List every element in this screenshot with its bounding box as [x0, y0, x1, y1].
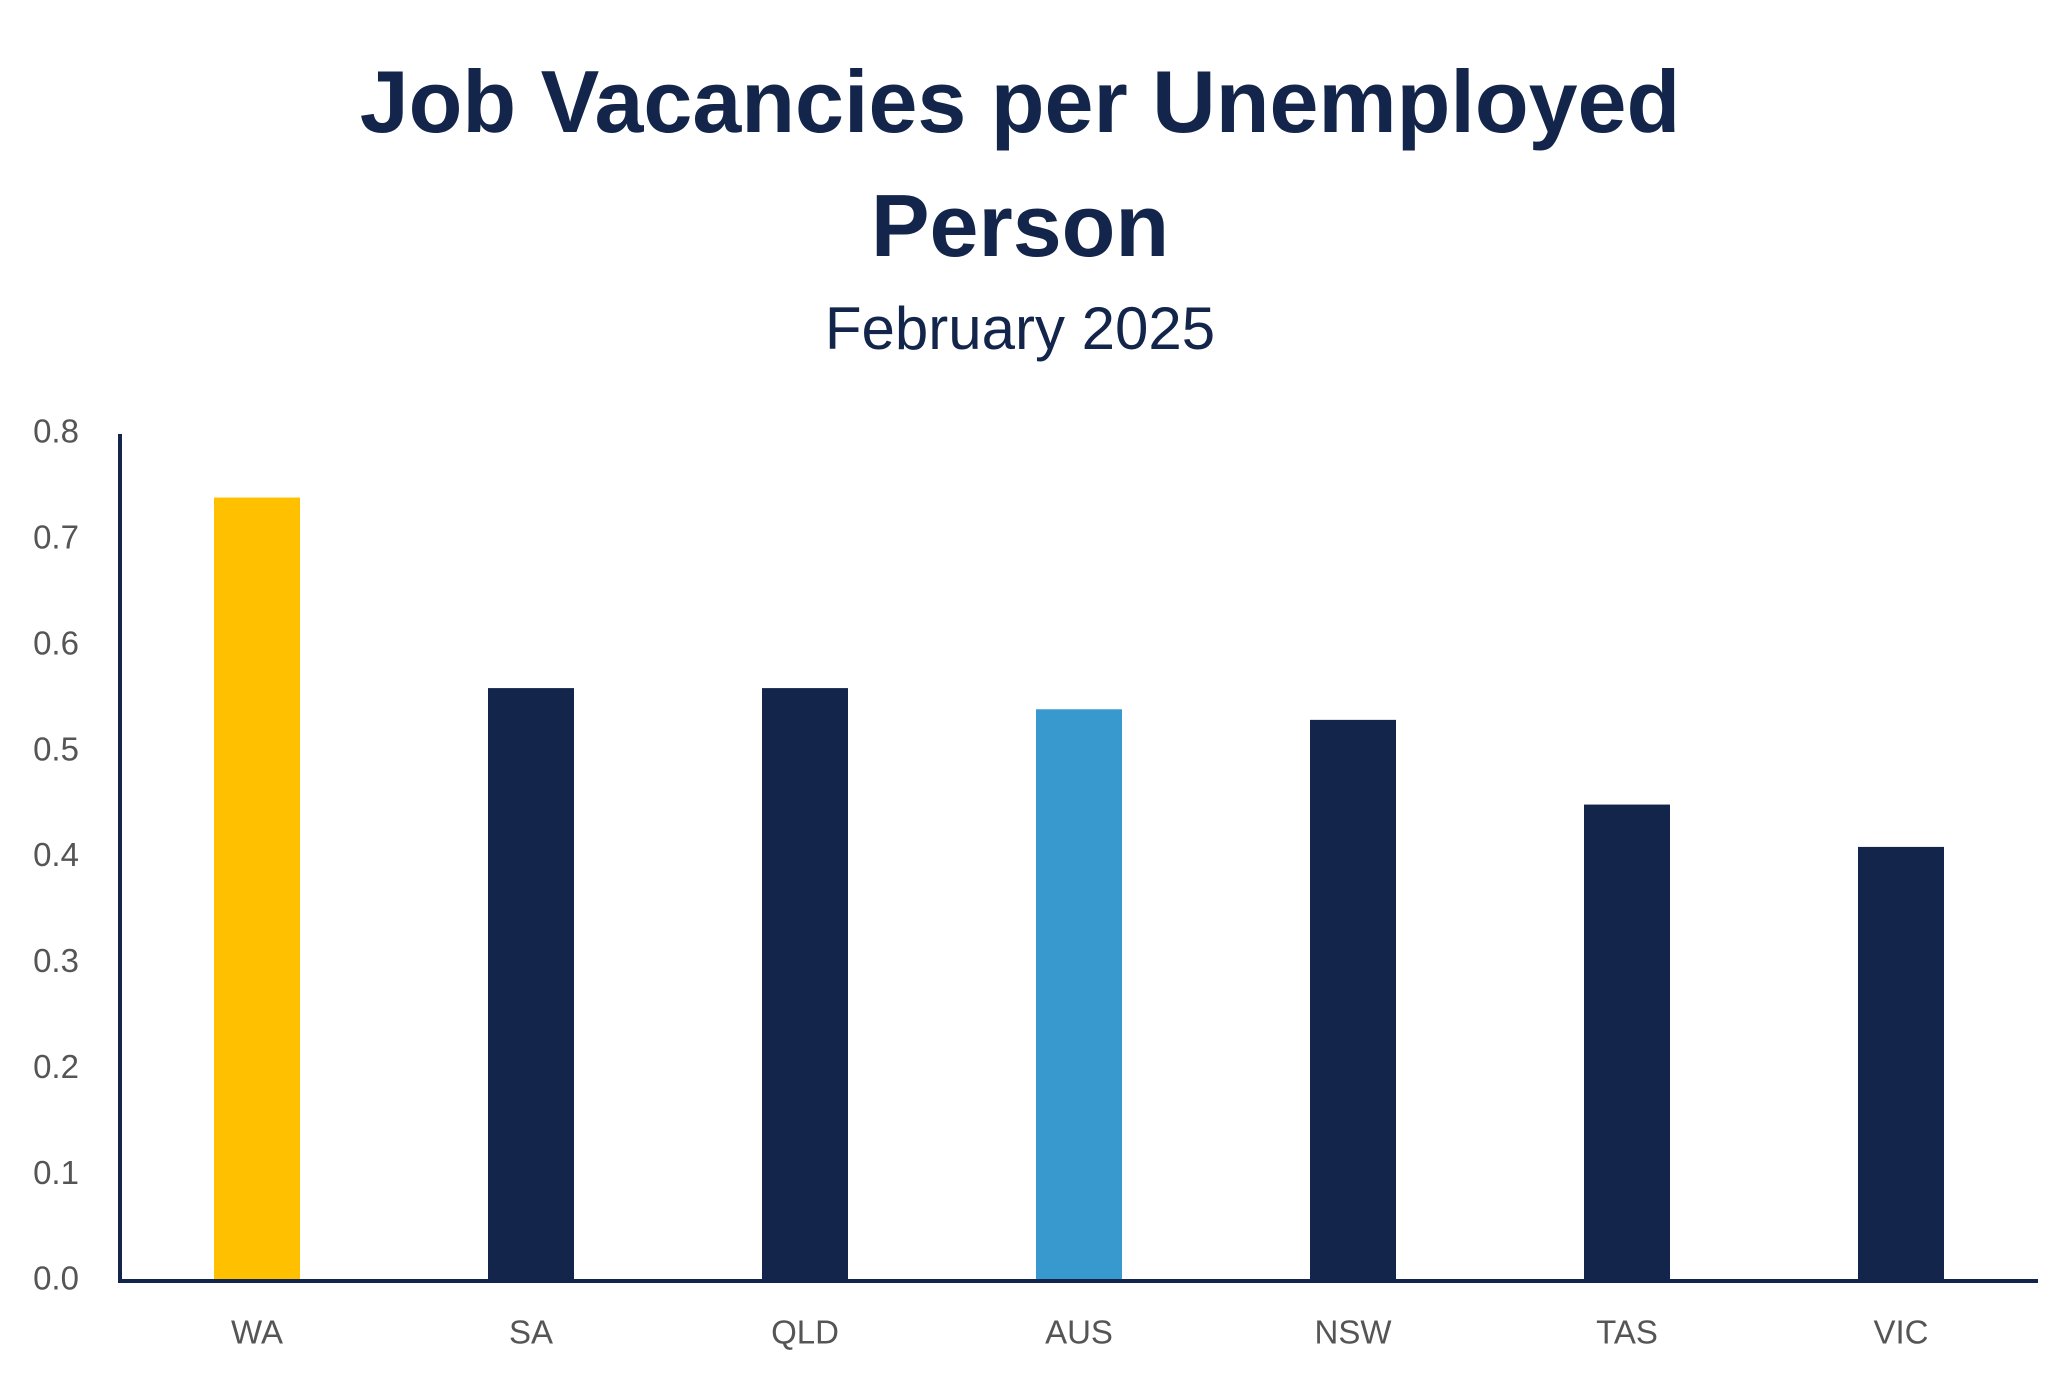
x-tick-label: SA	[509, 1314, 553, 1351]
y-tick-label: 0.7	[33, 519, 79, 556]
x-tick-label: WA	[231, 1314, 283, 1351]
bar	[214, 497, 300, 1281]
x-tick-label: NSW	[1315, 1314, 1393, 1351]
y-tick-label: 0.8	[33, 413, 79, 450]
x-tick-label: AUS	[1045, 1314, 1113, 1351]
bar	[762, 688, 848, 1281]
y-tick-label: 0.4	[33, 836, 79, 873]
chart-subtitle: February 2025	[825, 295, 1215, 362]
bar	[1310, 719, 1396, 1281]
bar	[1036, 709, 1122, 1281]
bar	[1858, 846, 1944, 1281]
y-tick-label: 0.2	[33, 1048, 79, 1085]
y-tick-label: 0.3	[33, 942, 79, 979]
x-tick-label: TAS	[1596, 1314, 1658, 1351]
x-tick-label: VIC	[1873, 1314, 1928, 1351]
y-tick-label: 0.0	[33, 1260, 79, 1297]
x-tick-label: QLD	[771, 1314, 839, 1351]
chart-title: Job Vacancies per Unemployed Person	[359, 52, 1681, 275]
y-tick-label: 0.1	[33, 1154, 79, 1191]
y-tick-label: 0.5	[33, 730, 79, 767]
bar	[1584, 804, 1670, 1281]
y-tick-label: 0.6	[33, 624, 79, 661]
bar	[488, 688, 574, 1281]
